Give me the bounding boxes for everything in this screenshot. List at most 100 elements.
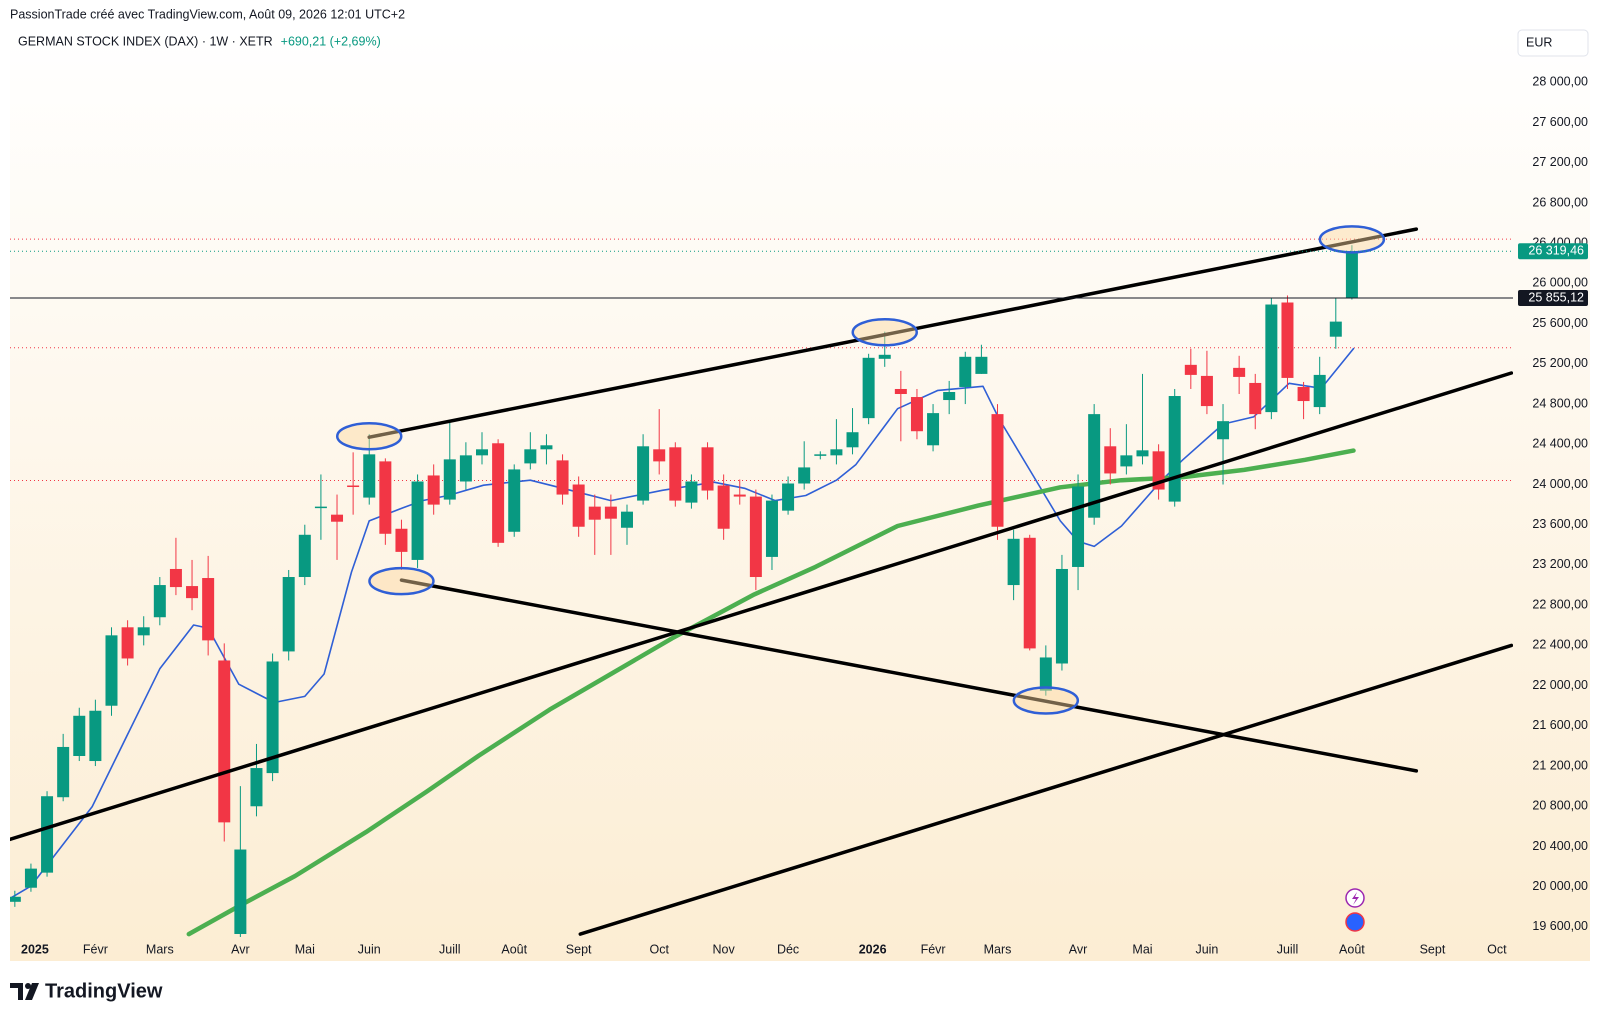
candle-body	[411, 481, 424, 560]
candle-body	[653, 449, 666, 462]
y-tick-label: 25 200,00	[1532, 356, 1588, 370]
trendline	[367, 227, 1419, 439]
candle-body	[637, 446, 650, 501]
candle-body	[476, 449, 489, 456]
candle-body	[169, 568, 182, 588]
candle-body	[846, 432, 859, 448]
plot	[10, 225, 1513, 937]
candle-body	[1120, 455, 1133, 467]
candle-body	[1345, 251, 1358, 299]
candle-body	[395, 528, 408, 552]
candle-body	[975, 356, 988, 374]
candle-body	[1184, 364, 1197, 375]
candle-body	[282, 577, 295, 652]
candle-body	[717, 485, 730, 529]
candle-body	[427, 475, 440, 505]
x-tick-label: Oct	[1487, 942, 1507, 956]
candle-body	[492, 443, 505, 543]
candle-body	[363, 454, 376, 498]
trendline	[578, 643, 1513, 936]
candle-body	[1168, 396, 1181, 502]
brand: TradingView	[45, 980, 163, 1002]
moving-average	[186, 448, 1356, 937]
axes: 19 600,00 20 000,00 20 400,00 20 800,00 21 2…	[21, 75, 1588, 957]
candle-body	[459, 455, 472, 482]
x-tick-label: Août	[1339, 942, 1365, 956]
price-marker-label: 25 855,12	[1528, 290, 1584, 304]
candle-body	[10, 896, 21, 902]
x-tick-label: Sept	[566, 942, 592, 956]
candle-body	[73, 715, 86, 757]
candle-body	[331, 514, 344, 522]
currency-box[interactable]	[1517, 29, 1589, 57]
y-tick-label: 19 600,00	[1532, 919, 1588, 933]
x-tick-label: Juin	[1195, 942, 1218, 956]
candle-body	[121, 627, 134, 659]
highlight	[368, 566, 435, 596]
highlight	[1012, 686, 1080, 715]
price-marker	[1518, 289, 1588, 306]
candle-body	[1055, 568, 1068, 664]
candle-body	[202, 578, 215, 641]
y-tick-label: 23 600,00	[1532, 517, 1588, 531]
candle-body	[685, 481, 698, 503]
x-tick-label: Avr	[1069, 942, 1088, 956]
candle-body	[250, 768, 263, 807]
x-tick-label: Févr	[921, 942, 946, 956]
candle-body	[814, 454, 827, 456]
candle-body	[266, 661, 279, 774]
candle-body	[1039, 657, 1052, 691]
candle-body	[1104, 446, 1117, 474]
candle-body	[137, 627, 150, 636]
candle-body	[1023, 537, 1036, 649]
candle-body	[508, 469, 521, 532]
currency[interactable]: EUR	[1526, 35, 1552, 49]
candle-body	[1088, 414, 1101, 518]
y-tick-label: 22 000,00	[1532, 678, 1588, 692]
candle-body	[1072, 486, 1085, 567]
candle-body	[878, 354, 891, 359]
candle-body	[153, 585, 166, 618]
x-tick-label: Nov	[713, 942, 736, 956]
x-tick-label: Juill	[1277, 942, 1299, 956]
y-tick-label: 28 000,00	[1532, 75, 1588, 89]
highlight	[1318, 225, 1386, 254]
candle-body	[1313, 374, 1326, 408]
candle-body	[234, 849, 247, 934]
x-tick-label: Mai	[1132, 942, 1152, 956]
x-tick-label: Déc	[777, 942, 799, 956]
candle-body	[749, 496, 762, 578]
candle-body	[1136, 450, 1149, 457]
candle-body	[943, 391, 956, 401]
x-tick-label: 2025	[21, 942, 49, 956]
candle-body	[379, 461, 392, 534]
candle-body	[57, 746, 70, 798]
candle-body	[314, 506, 327, 509]
x-tick-label: Mars	[146, 942, 174, 956]
candle-body	[798, 467, 811, 484]
candle-body	[1281, 302, 1294, 378]
candle-body	[186, 586, 199, 599]
y-tick-label: 21 600,00	[1532, 718, 1588, 732]
candle-body	[604, 506, 617, 519]
price-marker-label: 26 319,46	[1528, 244, 1584, 258]
attribution: PassionTrade créé avec TradingView.com, …	[10, 7, 405, 21]
candle-body	[89, 710, 102, 762]
x-tick-label: 2026	[859, 942, 887, 956]
y-tick-label: 25 600,00	[1532, 316, 1588, 330]
candle-body	[959, 356, 972, 387]
x-tick-label: Mars	[984, 942, 1012, 956]
plot-background	[10, 29, 1590, 961]
x-tick-label: Juill	[439, 942, 461, 956]
candle-body	[572, 484, 585, 527]
y-tick-label: 20 000,00	[1532, 879, 1588, 893]
trendline	[10, 371, 1513, 842]
candle-body	[347, 485, 360, 488]
x-tick-label: Sept	[1420, 942, 1446, 956]
event-icon[interactable]	[1345, 912, 1365, 932]
y-tick-label: 26 800,00	[1532, 195, 1588, 209]
candle-body	[540, 445, 553, 450]
candle-body	[1249, 382, 1262, 415]
brand-logo	[10, 983, 39, 1000]
